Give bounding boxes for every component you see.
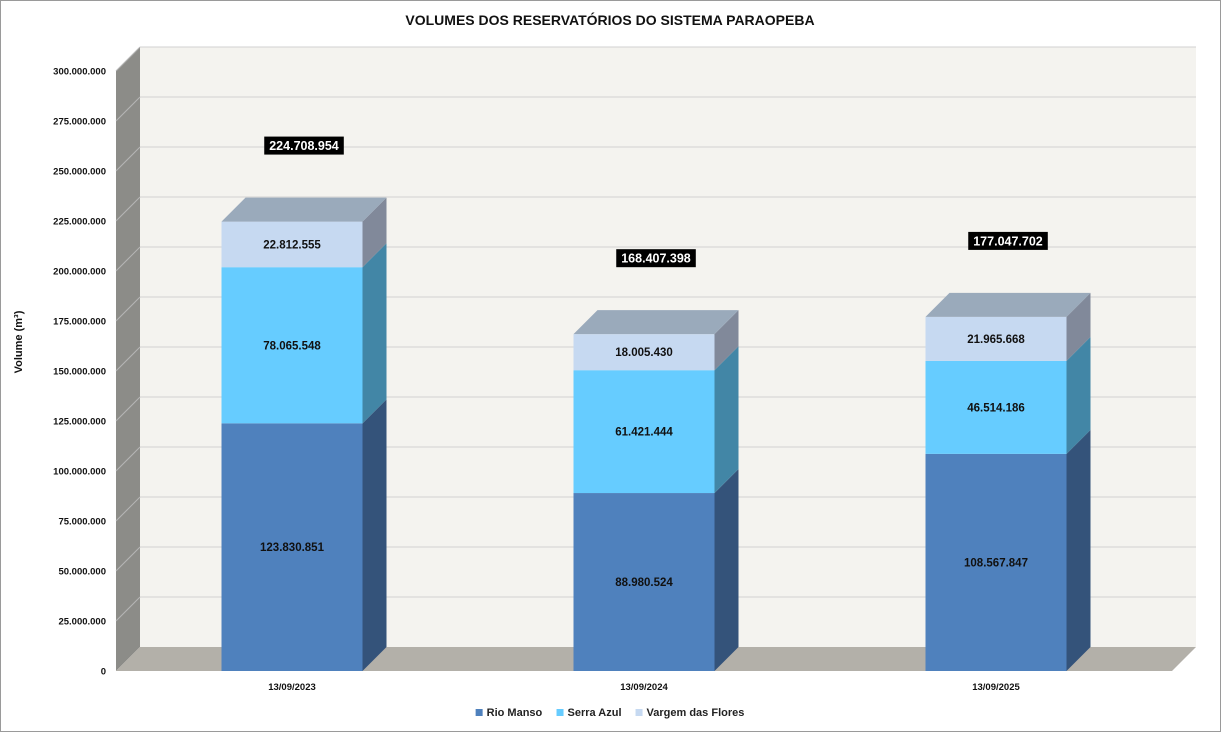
bar-segment-front (925, 316, 1067, 361)
y-tick-label: 125.000.000 (53, 417, 106, 428)
y-tick-label: 50.000.000 (58, 567, 106, 578)
gridline-side (115, 146, 141, 172)
x-tick-label: 13/09/2025 (972, 682, 1020, 693)
bar-segment-side (1066, 336, 1091, 454)
bar-segment-side (1066, 429, 1091, 671)
data-label: 123.830.851 (260, 542, 325, 554)
x-tick-label: 13/09/2024 (620, 682, 668, 693)
x-tick-label: 13/09/2023 (268, 682, 316, 693)
legend-label: Vargem das Flores (647, 707, 745, 719)
legend-swatch (475, 709, 483, 716)
legend-swatch (635, 709, 643, 716)
bar-stack: 108.567.847 46.514.186 21.965.668 177.047.7… (925, 231, 1091, 671)
bar-segment-side (714, 346, 739, 494)
y-tick-label: 275.000.000 (53, 117, 106, 128)
gridline-side (115, 346, 141, 372)
bar-stack: 123.830.851 78.065.548 22.812.555 224.708.9… (221, 136, 387, 671)
bar-segment-side (714, 310, 739, 371)
bar-segment-side (1066, 292, 1091, 361)
bar-segment-front (925, 453, 1067, 671)
bar-top (573, 310, 739, 335)
bar-segment-front (221, 221, 363, 268)
bar-segment-front (925, 360, 1067, 454)
total-label-box (616, 249, 696, 268)
y-tick-label: 200.000.000 (53, 267, 106, 278)
y-tick-label: 250.000.000 (53, 167, 106, 178)
y-tick-label: 300.000.000 (53, 67, 106, 78)
total-label: 224.708.954 (269, 139, 339, 153)
y-tick-label: 100.000.000 (53, 467, 106, 478)
data-label: 61.421.444 (615, 427, 673, 439)
data-label: 88.980.524 (615, 577, 673, 589)
gridline-side (115, 596, 141, 622)
y-axis-ticks: 0 25.000.000 50.000.000 75.000.000 100.000.0… (53, 67, 106, 678)
bar-top (221, 197, 387, 222)
data-label: 78.065.548 (263, 340, 321, 352)
chart-title: VOLUMES DOS RESERVATÓRIOS DO SISTEMA PAR… (405, 11, 814, 28)
bar-segment-side (362, 399, 387, 671)
total-label: 168.407.398 (621, 252, 691, 266)
legend-item: Serra Azul (556, 707, 622, 719)
gridline-side (115, 96, 141, 122)
legend-swatch (556, 709, 564, 716)
y-tick-label: 0 (101, 667, 106, 678)
legend-item: Rio Manso (475, 707, 543, 719)
bar-segment-front (221, 267, 363, 424)
gridline-side (115, 296, 141, 322)
bar-top (925, 292, 1091, 317)
bar-segment-front (573, 370, 715, 494)
bar-segment-front (573, 334, 715, 371)
data-label: 22.812.555 (263, 239, 321, 251)
x-axis-ticks: 13/09/2023 13/09/2024 13/09/2025 (268, 682, 1020, 693)
bar-stack: 88.980.524 61.421.444 18.005.430 168.407.39… (573, 249, 739, 671)
gridline-side (115, 546, 141, 572)
gridline-side (115, 496, 141, 522)
bar-segment-front (221, 423, 363, 671)
bar-segment-front (573, 493, 715, 671)
data-label: 108.567.847 (964, 557, 1028, 569)
legend: Rio Manso Serra Azul Vargem das Flores (475, 707, 745, 719)
total-label: 177.047.702 (973, 234, 1043, 248)
gridline-side (115, 196, 141, 222)
gridline-side (115, 396, 141, 422)
y-tick-label: 225.000.000 (53, 217, 106, 228)
bars: 123.830.851 78.065.548 22.812.555 224.708.9… (221, 136, 1091, 671)
data-label: 46.514.186 (967, 402, 1025, 414)
legend-label: Serra Azul (568, 707, 622, 719)
y-tick-label: 175.000.000 (53, 317, 106, 328)
y-tick-label: 75.000.000 (58, 517, 106, 528)
data-label: 21.965.668 (967, 334, 1025, 346)
total-label-box (968, 231, 1048, 250)
gridline-side (115, 46, 141, 72)
total-label-box (264, 136, 344, 155)
gridline-side (115, 446, 141, 472)
y-axis-label: Volume (m³) (13, 310, 25, 373)
bar-segment-side (362, 197, 387, 268)
legend-label: Rio Manso (487, 707, 543, 719)
y-tick-label: 150.000.000 (53, 367, 106, 378)
bar-segment-side (362, 243, 387, 424)
gridline-side (115, 246, 141, 272)
legend-item: Vargem das Flores (635, 707, 745, 719)
data-label: 18.005.430 (615, 347, 673, 359)
y-tick-label: 25.000.000 (58, 617, 106, 628)
bar-segment-side (714, 469, 739, 671)
